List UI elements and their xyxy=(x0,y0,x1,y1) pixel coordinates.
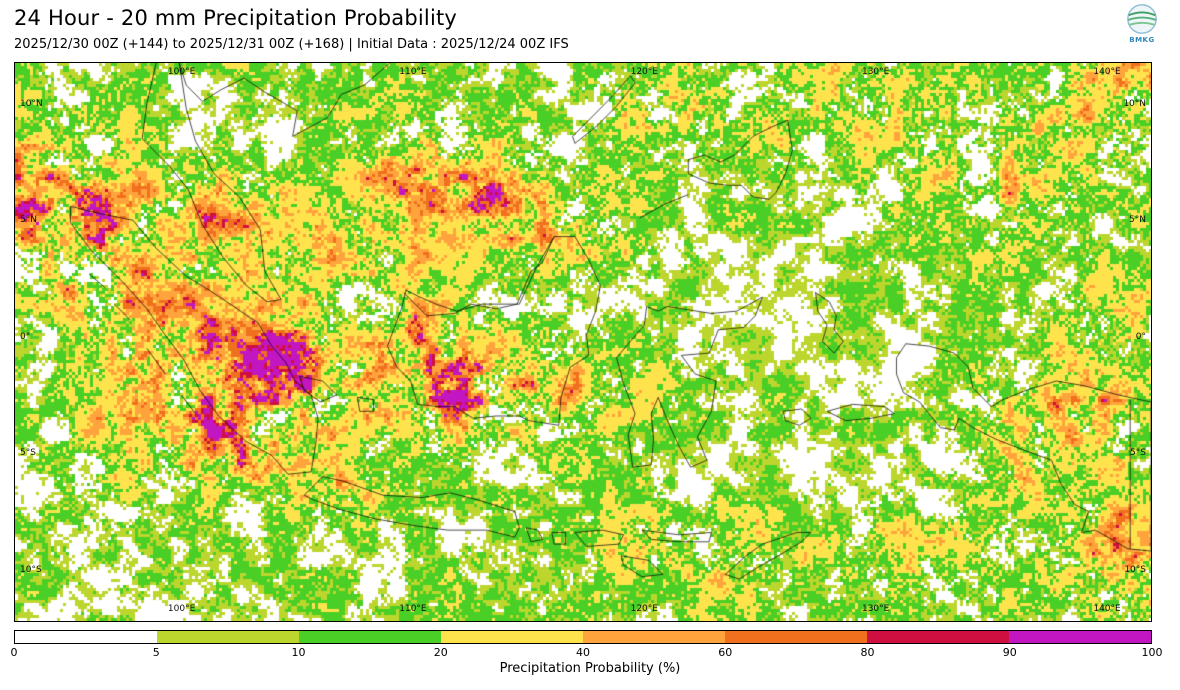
lon-tick-bottom: 130°E xyxy=(861,604,890,614)
lat-tick-right: 0° xyxy=(1135,331,1146,342)
colorbar-tick-label: 100 xyxy=(1141,646,1163,659)
lon-tick-top: 140°E xyxy=(1093,67,1121,77)
colorbar-segment-3 xyxy=(441,631,583,643)
lon-tick-top: 130°E xyxy=(861,67,890,77)
precipitation-map xyxy=(15,63,1151,621)
lon-tick-bottom: 120°E xyxy=(630,604,658,614)
lat-tick-right: 10°N xyxy=(1123,98,1146,109)
lon-tick-top: 100°E xyxy=(167,67,196,77)
colorbar-tick-label: 90 xyxy=(1002,646,1017,659)
lon-tick-bottom: 110°E xyxy=(399,604,427,614)
colorbar-segment-0 xyxy=(15,631,157,643)
colorbar-segment-2 xyxy=(299,631,441,643)
colorbar-tick-label: 0 xyxy=(10,646,18,659)
colorbar xyxy=(14,630,1152,644)
bmkg-logo: BMKG xyxy=(1122,2,1162,44)
colorbar-title: Precipitation Probability (%) xyxy=(499,661,681,676)
colorbar-tick-label: 60 xyxy=(718,646,733,659)
lat-tick-left: 10°N xyxy=(20,98,43,109)
lon-tick-bottom: 100°E xyxy=(167,604,196,614)
colorbar-segment-5 xyxy=(725,631,867,643)
colorbar-segment-6 xyxy=(867,631,1009,643)
bmkg-logo-text: BMKG xyxy=(1129,36,1155,44)
lon-tick-bottom: 140°E xyxy=(1093,604,1121,614)
colorbar-tick-label: 20 xyxy=(433,646,448,659)
lat-tick-right: 5°N xyxy=(1129,215,1146,226)
lat-tick-left: 5°S xyxy=(20,448,36,459)
lat-tick-right: 10°S xyxy=(1124,564,1146,575)
bmkg-globe-icon xyxy=(1127,4,1157,34)
lat-tick-right: 5°S xyxy=(1130,448,1146,459)
colorbar-tick-label: 80 xyxy=(860,646,875,659)
colorbar-tick-label: 40 xyxy=(576,646,590,659)
colorbar-tick-label: 10 xyxy=(291,646,306,659)
lat-tick-left: 5°N xyxy=(20,215,37,226)
lon-tick-top: 110°E xyxy=(399,67,427,77)
colorbar-segment-7 xyxy=(1009,631,1151,643)
lat-tick-left: 10°S xyxy=(20,564,42,575)
map-area: 100°E 100°E 110°E 110°E 120°E 120°E 130°E 130°E… xyxy=(14,62,1152,622)
colorbar-tick-label: 5 xyxy=(152,646,160,659)
colorbar-tick-labels: 0 5 10 20 40 60 80 90 100 xyxy=(10,646,1163,660)
page-title: 24 Hour - 20 mm Precipitation Probabilit… xyxy=(14,6,458,30)
lat-tick-left: 0° xyxy=(20,331,31,342)
colorbar-segment-1 xyxy=(157,631,299,643)
lon-tick-top: 120°E xyxy=(630,67,658,77)
colorbar-segment-4 xyxy=(583,631,725,643)
page-subtitle: 2025/12/30 00Z (+144) to 2025/12/31 00Z … xyxy=(14,37,569,52)
